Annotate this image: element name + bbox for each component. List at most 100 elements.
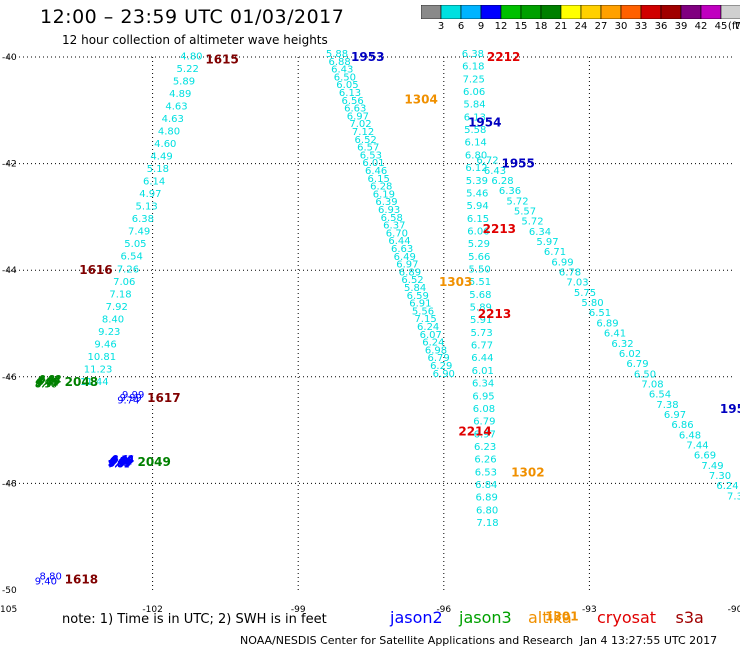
wave-height-value: 7.18 (476, 518, 498, 529)
wave-height-value: 5.39 (466, 176, 488, 187)
wave-height-value: 5.50 (468, 265, 490, 276)
wave-height-value: 8.22 (40, 374, 62, 385)
pass-time-label: 1955 (501, 157, 534, 171)
wave-height-value: 5.51 (469, 277, 491, 288)
colorbar-tick-label: 33 (634, 21, 648, 32)
wave-height-value: 7.08 (641, 379, 663, 390)
colorbar-tick-label: 39 (674, 21, 688, 32)
wave-height-value: 5.84 (463, 100, 485, 111)
wave-height-value: 4.80 (180, 52, 202, 63)
lat-tick-label: -40 (2, 53, 17, 63)
wave-height-value: 6.43 (484, 166, 506, 177)
wave-height-value: 6.51 (589, 308, 611, 319)
wave-height-value: 8.29 (111, 455, 133, 466)
colorbar-tick-label: 27 (594, 21, 608, 32)
colorbar-tick-label: 12 (494, 21, 508, 32)
wave-height-value: 7.30 (709, 471, 731, 482)
satellite-legend-item: s3a (675, 608, 704, 627)
wave-height-value: 6.41 (604, 329, 626, 340)
wave-height-value: 6.52 (401, 275, 423, 286)
wave-height-value: 6.24 (716, 481, 738, 492)
wave-height-value: 8.77 (39, 375, 61, 386)
wave-height-value: 6.88 (328, 57, 350, 68)
wave-height-value: 6.48 (679, 430, 701, 441)
wave-height-value: 6.78 (559, 268, 581, 279)
wave-height-value: 6.70 (386, 228, 408, 239)
wave-height-value: 6.69 (694, 451, 716, 462)
wave-height-value: 6.98 (425, 345, 447, 356)
wave-height-value: 9.74 (117, 395, 139, 406)
wave-height-value: 6.26 (474, 455, 496, 466)
wave-height-value: 6.91 (409, 299, 431, 310)
wave-height-value: 6.39 (375, 197, 397, 208)
lon-tick-label: -105 (0, 605, 17, 615)
wave-height-value: 7.25 (463, 74, 485, 85)
wave-height-value: 7.03 (566, 278, 588, 289)
wave-height-value: 7.38 (656, 400, 678, 411)
wave-height-value: 8.74 (36, 379, 58, 390)
wave-height-value: 8.61 (112, 454, 134, 465)
wave-height-value: 6.89 (476, 493, 498, 504)
pass-time-label: 1953 (351, 50, 384, 64)
wave-height-value: 6.89 (596, 318, 618, 329)
wave-height-value: 6.71 (544, 247, 566, 258)
lon-tick-label: -96 (436, 605, 451, 615)
wave-height-value: 8.17 (35, 379, 57, 390)
colorbar-tick-label: 70 (734, 21, 740, 32)
wave-height-value: 5.13 (135, 202, 157, 213)
wave-height-value: 6.29 (430, 361, 452, 372)
wave-height-value: 6.63 (391, 244, 413, 255)
wave-height-value: 4.80 (158, 127, 180, 138)
footer-note: note: 1) Time is in UTC; 2) SWH is in fe… (62, 612, 327, 627)
wave-height-value: 7.12 (352, 127, 374, 138)
lat-tick-label: -44 (2, 266, 17, 276)
wave-height-value: 6.13 (339, 88, 361, 99)
satellite-legend-item: jason3 (459, 608, 512, 627)
wave-height-value: 6.32 (611, 339, 633, 350)
wave-height-value: 6.84 (475, 480, 497, 491)
wave-height-value: 11.23 (84, 364, 113, 375)
wave-height-value: 6.14 (465, 138, 487, 149)
pass-time-label: 2048 (65, 375, 98, 389)
page-subtitle: 12 hour collection of altimeter wave hei… (62, 33, 328, 47)
satellite-legend-item: altika (528, 608, 572, 627)
wave-height-value: 6.97 (474, 429, 496, 440)
wave-height-value: 6.28 (370, 182, 392, 193)
wave-height-value: 6.59 (407, 291, 429, 302)
colorbar-tick-label: 30 (614, 21, 628, 32)
wave-height-value: 9.99 (122, 390, 144, 401)
wave-height-value: 8.70 (38, 376, 60, 387)
wave-height-value: 7.3 (727, 491, 740, 502)
wave-height-value: 6.01 (362, 158, 384, 169)
lon-tick-label: -99 (291, 605, 306, 615)
wave-height-value: 9.34 (112, 454, 134, 465)
wave-height-value: 6.50 (634, 369, 656, 380)
wave-height-value: 9.40 (35, 577, 57, 588)
wave-height-value: 7.26 (117, 264, 139, 275)
pass-time-label: 2049 (137, 455, 170, 469)
wave-height-value: 5.18 (147, 164, 169, 175)
credit-text: NOAA/NESDIS Center for Satellite Applica… (240, 634, 574, 647)
wave-height-value: 6.36 (499, 186, 521, 197)
wave-height-value: 6.99 (551, 257, 573, 268)
wave-height-value: 9.49 (111, 455, 133, 466)
wave-height-value: 6.97 (664, 410, 686, 421)
wave-height-value: 9.01 (110, 457, 132, 468)
lat-tick-label: -42 (2, 160, 17, 170)
wave-height-value: 6.19 (373, 189, 395, 200)
wave-height-value: 6.54 (121, 252, 143, 263)
wave-height-value: 5.89 (173, 77, 195, 88)
pass-time-label: 2214 (458, 424, 491, 438)
wave-height-value: 8.03 (112, 455, 134, 466)
wave-height-value: 6.79 (626, 359, 648, 370)
wave-height-value: 5.91 (470, 315, 492, 326)
wave-height-value: 8.59 (108, 459, 130, 470)
wave-height-value: 5.66 (468, 252, 490, 263)
wave-height-value: 5.05 (124, 239, 146, 250)
wave-height-value: 8.33 (37, 377, 59, 388)
wave-height-value: 6.43 (331, 65, 353, 76)
wave-height-value: 7.65 (108, 459, 130, 470)
wave-height-value: 4.60 (154, 139, 176, 150)
wave-height-value: 6.53 (475, 467, 497, 478)
